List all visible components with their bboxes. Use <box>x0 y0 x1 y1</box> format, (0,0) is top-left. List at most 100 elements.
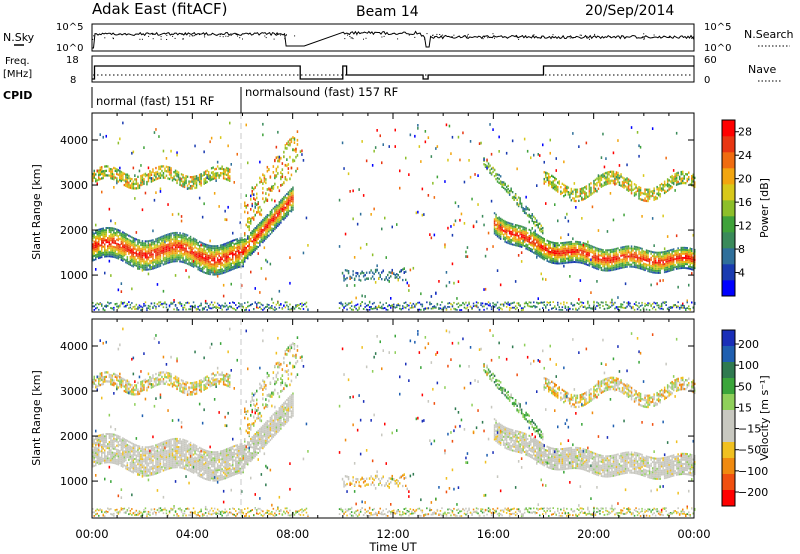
nsearch-point <box>693 37 695 39</box>
nsearch-point <box>484 36 485 38</box>
nsearch-point <box>239 37 241 39</box>
station-title: Adak East (fitACF) <box>92 0 227 18</box>
nsearch-point <box>294 35 296 37</box>
nsearch-point <box>181 33 183 35</box>
nsearch-point <box>352 38 354 40</box>
nsearch-point <box>193 35 195 37</box>
nsearch-point <box>434 36 436 38</box>
colorbar-segment <box>722 410 735 427</box>
nsearch-point <box>220 33 221 35</box>
power-colorbar-label: Power [dB] <box>758 178 771 238</box>
nsearch-point <box>424 38 426 40</box>
nsearch-tick-bottom: 10^0 <box>704 43 731 54</box>
nsearch-point <box>625 37 627 39</box>
nsearch-point <box>453 34 455 36</box>
velocity-panel: 1000 2000 3000 4000 Slant Range [km] <box>30 318 696 519</box>
colorbar-segment <box>722 200 735 217</box>
colorbar-tick-label: 16 <box>738 196 752 209</box>
nsearch-point <box>610 36 611 38</box>
nsearch-point <box>426 33 428 35</box>
nsearch-series <box>92 33 695 40</box>
power-colorbar: 4 8 12 16 20 24 28 Power [dB] <box>721 119 771 297</box>
nsearch-point <box>572 37 574 39</box>
power-panel: 1000 2000 3000 4000 Slant Range [km] <box>30 112 696 313</box>
cpid-normalsound: normalsound (fast) 157 RF <box>245 85 398 99</box>
nsearch-point <box>436 33 438 35</box>
nsearch-point <box>414 36 416 38</box>
colorbar-segment <box>722 152 735 169</box>
nsearch-point <box>191 35 193 37</box>
x-tick-label: 16:00 <box>477 527 510 541</box>
date-title: 20/Sep/2014 <box>585 3 674 19</box>
nsearch-point <box>92 38 94 40</box>
y-tick-label: 2000 <box>60 430 88 443</box>
nsearch-point <box>204 36 206 38</box>
nsearch-point <box>451 36 453 38</box>
nsearch-point <box>691 37 693 39</box>
nsearch-point <box>487 37 489 39</box>
nsearch-point <box>148 35 150 37</box>
nsky-series <box>92 30 695 49</box>
nsearch-point <box>408 34 410 36</box>
nsearch-point <box>203 34 205 36</box>
nsearch-point <box>365 37 367 39</box>
nsearch-point <box>643 37 645 39</box>
y-tick-label: 1000 <box>60 475 88 488</box>
velocity-colorbar: 200 100 50 15 −15 −50 −100 −200 Velocity [m s⁻¹… <box>721 329 771 507</box>
nsearch-point <box>586 36 588 38</box>
nsearch-point <box>160 38 162 40</box>
freq-tick-top: 18 <box>66 55 79 66</box>
nsearch-point <box>192 35 194 37</box>
time-axis-label: Time UT <box>368 540 417 554</box>
freq-series <box>92 65 694 80</box>
nsearch-point <box>642 37 644 39</box>
nsearch-point <box>139 38 141 40</box>
nsearch-point <box>432 34 434 36</box>
nsearch-point <box>242 38 243 40</box>
nsearch-point <box>482 38 484 40</box>
velocity-colorbar-label: Velocity [m s⁻¹] <box>758 375 771 460</box>
nsearch-point <box>236 33 238 35</box>
nsky-tick-top: 10^5 <box>56 22 83 33</box>
colorbar-segment <box>722 136 735 153</box>
colorbar-segment <box>722 362 735 379</box>
nsearch-point <box>515 36 517 38</box>
colorbar-tick-label: −15 <box>738 423 761 436</box>
nsearch-point <box>237 35 238 37</box>
colorbar-tick-label: 200 <box>738 338 759 351</box>
nsearch-point <box>152 34 154 35</box>
nsearch-point <box>486 35 488 37</box>
nsearch-point <box>166 39 168 40</box>
colorbar-segment <box>722 232 735 249</box>
cpid-strip: CPID normal (fast) 151 RF normalsound (f… <box>3 85 398 119</box>
nsearch-point <box>160 36 162 38</box>
nsky-label: N.Sky <box>3 31 35 44</box>
x-tick-label: 12:00 <box>376 527 409 541</box>
nsearch-point <box>347 34 348 36</box>
time-axis: 00:00 04:00 08:00 12:00 16:00 20:00 00:00 <box>75 527 710 541</box>
freq-label: Freq. <box>5 56 30 67</box>
nsearch-point <box>579 34 581 36</box>
colorbar-tick-label: 20 <box>738 173 752 186</box>
colorbar-segment <box>722 426 735 443</box>
nsky-tick-bottom: 10^0 <box>56 43 83 54</box>
colorbar-segment <box>722 184 735 201</box>
colorbar-segment <box>722 442 735 459</box>
colorbar-tick-label: 50 <box>738 380 752 393</box>
y-tick-label: 3000 <box>60 385 88 398</box>
colorbar-segment <box>722 280 735 297</box>
nsearch-point <box>225 35 227 37</box>
colorbar-tick-label: 12 <box>738 220 752 233</box>
nsearch-point <box>381 36 383 38</box>
nsearch-point <box>286 34 287 36</box>
nsearch-point <box>594 33 596 35</box>
nsearch-point <box>463 35 465 37</box>
x-tick-label: 04:00 <box>176 527 209 541</box>
nsearch-point <box>349 36 351 37</box>
nsearch-point <box>284 38 286 40</box>
nsky-strip: N.Sky 10^5 10^0 10^5 10^0 N.Search <box>3 22 794 54</box>
colorbar-tick-label: −100 <box>738 465 768 478</box>
y-tick-label: 1000 <box>60 269 88 282</box>
velocity-data <box>92 319 696 518</box>
